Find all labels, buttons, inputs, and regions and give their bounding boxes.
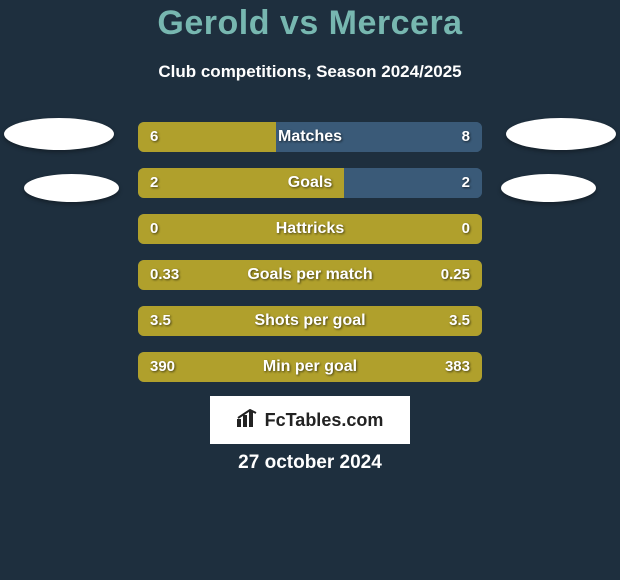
date-label: 27 october 2024 — [0, 452, 620, 474]
stat-value-right: 2 — [462, 168, 470, 198]
stat-value-right: 0 — [462, 214, 470, 244]
stat-value-left: 390 — [150, 352, 175, 382]
stat-value-left: 0.33 — [150, 260, 179, 290]
player-left-badge-1 — [4, 118, 114, 150]
stat-bar-left — [138, 306, 482, 336]
player-right-badge-1 — [506, 118, 616, 150]
stat-value-right: 3.5 — [449, 306, 470, 336]
comparison-infographic: Gerold vs Mercera Club competitions, Sea… — [0, 0, 620, 580]
stat-bar-left — [138, 260, 482, 290]
stat-value-right: 383 — [445, 352, 470, 382]
stat-bar-right — [276, 122, 482, 152]
player-right-badge-2 — [501, 174, 596, 202]
logo-text: FcTables.com — [265, 410, 384, 431]
player-left-badge-2 — [24, 174, 119, 202]
stat-value-left: 2 — [150, 168, 158, 198]
stat-value-right: 0.25 — [441, 260, 470, 290]
stat-value-left: 6 — [150, 122, 158, 152]
page-subtitle: Club competitions, Season 2024/2025 — [0, 62, 620, 82]
stat-bar-left — [138, 168, 344, 198]
stats-table: Matches68Goals22Hattricks00Goals per mat… — [138, 122, 482, 398]
logo-box: FcTables.com — [210, 396, 410, 444]
stat-bar-left — [138, 122, 276, 152]
stat-row: Min per goal390383 — [138, 352, 482, 382]
stat-row: Shots per goal3.53.5 — [138, 306, 482, 336]
stat-bar-left — [138, 214, 482, 244]
stat-row: Goals22 — [138, 168, 482, 198]
stat-value-left: 3.5 — [150, 306, 171, 336]
stat-value-right: 8 — [462, 122, 470, 152]
stat-value-left: 0 — [150, 214, 158, 244]
stat-row: Hattricks00 — [138, 214, 482, 244]
stat-row: Goals per match0.330.25 — [138, 260, 482, 290]
page-title: Gerold vs Mercera — [0, 4, 620, 43]
stat-row: Matches68 — [138, 122, 482, 152]
chart-bars-icon — [237, 409, 259, 431]
stat-bar-left — [138, 352, 482, 382]
